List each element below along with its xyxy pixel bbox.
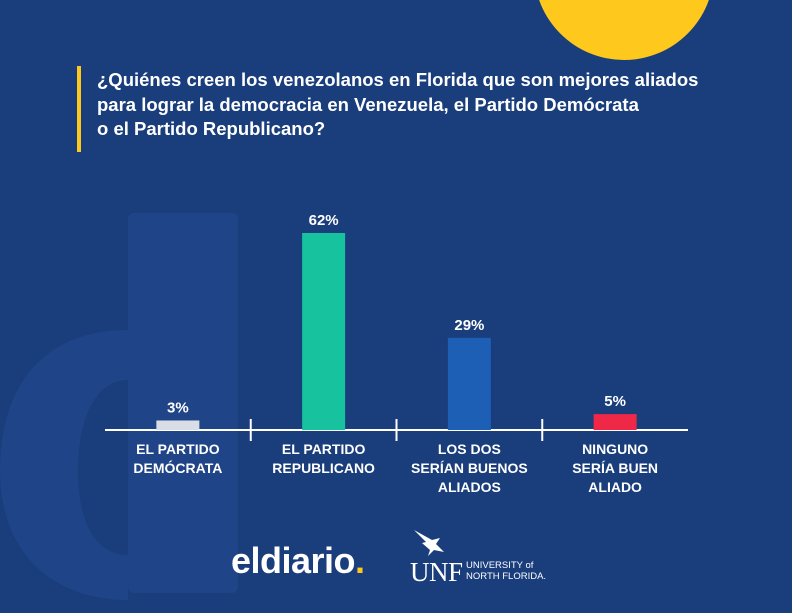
category-label: NINGUNO SERÍA BUEN ALIADO bbox=[572, 441, 658, 495]
bar bbox=[447, 337, 491, 430]
data-label: 3% bbox=[167, 399, 189, 416]
bar bbox=[156, 420, 200, 430]
bar bbox=[302, 233, 346, 430]
category-label: EL PARTIDO DEMÓCRATA bbox=[133, 441, 222, 476]
data-label: 62% bbox=[309, 212, 339, 229]
bar bbox=[593, 414, 637, 430]
title-accent-bar bbox=[77, 66, 81, 152]
chart-title: ¿Quiénes creen los venezolanos en Florid… bbox=[97, 69, 699, 139]
data-label: 29% bbox=[454, 317, 484, 334]
category-label: LOS DOS SERÍAN BUENOS ALIADOS bbox=[411, 441, 528, 495]
data-label: 5% bbox=[604, 393, 626, 410]
category-label: EL PARTIDO REPUBLICANO bbox=[272, 441, 375, 476]
